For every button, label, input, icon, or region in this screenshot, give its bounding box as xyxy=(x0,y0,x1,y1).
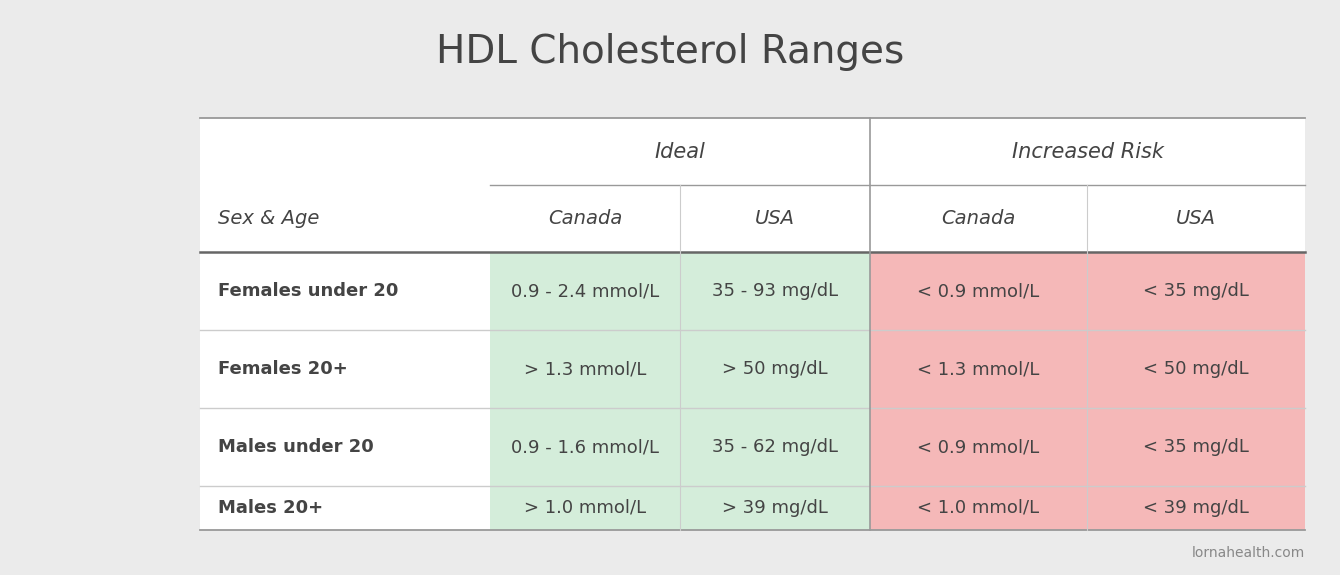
Bar xyxy=(490,486,679,530)
Text: Canada: Canada xyxy=(941,209,1016,228)
Bar xyxy=(1087,330,1305,408)
Bar xyxy=(1087,252,1305,330)
Bar xyxy=(870,330,1087,408)
Text: Males 20+: Males 20+ xyxy=(218,499,323,517)
Bar xyxy=(870,118,1305,185)
Text: Canada: Canada xyxy=(548,209,622,228)
Text: HDL Cholesterol Ranges: HDL Cholesterol Ranges xyxy=(436,33,904,71)
Text: Increased Risk: Increased Risk xyxy=(1012,141,1163,162)
Text: > 39 mg/dL: > 39 mg/dL xyxy=(722,499,828,517)
Text: Sex & Age: Sex & Age xyxy=(218,209,319,228)
Text: < 35 mg/dL: < 35 mg/dL xyxy=(1143,282,1249,300)
Bar xyxy=(1087,185,1305,252)
Bar xyxy=(490,118,870,185)
Bar xyxy=(200,252,490,330)
Bar xyxy=(679,185,870,252)
Bar xyxy=(200,486,490,530)
Bar xyxy=(679,486,870,530)
Text: 0.9 - 1.6 mmol/L: 0.9 - 1.6 mmol/L xyxy=(511,438,659,456)
Bar xyxy=(870,486,1087,530)
Text: Females 20+: Females 20+ xyxy=(218,360,348,378)
Text: < 35 mg/dL: < 35 mg/dL xyxy=(1143,438,1249,456)
Text: < 0.9 mmol/L: < 0.9 mmol/L xyxy=(918,438,1040,456)
Bar xyxy=(679,408,870,486)
Text: 0.9 - 2.4 mmol/L: 0.9 - 2.4 mmol/L xyxy=(511,282,659,300)
Text: > 1.0 mmol/L: > 1.0 mmol/L xyxy=(524,499,646,517)
Bar xyxy=(679,330,870,408)
Bar xyxy=(200,118,1305,530)
Bar xyxy=(490,408,679,486)
Text: < 39 mg/dL: < 39 mg/dL xyxy=(1143,499,1249,517)
Text: Ideal: Ideal xyxy=(655,141,705,162)
Text: Males under 20: Males under 20 xyxy=(218,438,374,456)
Bar xyxy=(870,252,1087,330)
Bar xyxy=(200,330,490,408)
Text: USA: USA xyxy=(1177,209,1215,228)
Bar xyxy=(870,185,1087,252)
Text: < 1.0 mmol/L: < 1.0 mmol/L xyxy=(918,499,1040,517)
Text: < 50 mg/dL: < 50 mg/dL xyxy=(1143,360,1249,378)
Text: USA: USA xyxy=(754,209,795,228)
Text: > 50 mg/dL: > 50 mg/dL xyxy=(722,360,828,378)
Text: 35 - 93 mg/dL: 35 - 93 mg/dL xyxy=(712,282,838,300)
Bar xyxy=(870,408,1087,486)
Bar xyxy=(679,252,870,330)
Bar xyxy=(1087,486,1305,530)
Text: lornahealth.com: lornahealth.com xyxy=(1191,546,1305,560)
Text: < 0.9 mmol/L: < 0.9 mmol/L xyxy=(918,282,1040,300)
Text: > 1.3 mmol/L: > 1.3 mmol/L xyxy=(524,360,646,378)
Bar xyxy=(490,252,679,330)
Bar xyxy=(200,408,490,486)
Text: 35 - 62 mg/dL: 35 - 62 mg/dL xyxy=(712,438,838,456)
Bar xyxy=(1087,408,1305,486)
Bar xyxy=(200,185,490,252)
Bar xyxy=(490,330,679,408)
Bar xyxy=(490,185,679,252)
Text: Females under 20: Females under 20 xyxy=(218,282,398,300)
Text: < 1.3 mmol/L: < 1.3 mmol/L xyxy=(918,360,1040,378)
